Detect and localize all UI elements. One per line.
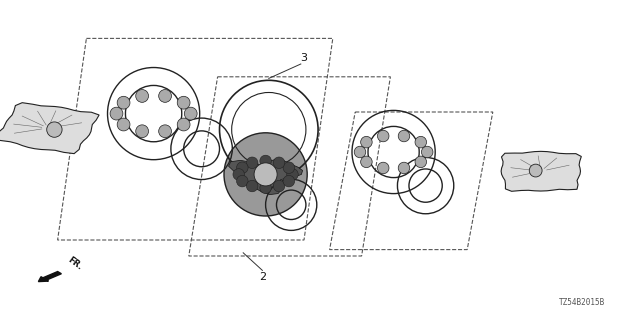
Ellipse shape [273, 180, 285, 192]
Polygon shape [228, 159, 303, 195]
Ellipse shape [415, 156, 426, 168]
Ellipse shape [283, 175, 294, 187]
Ellipse shape [283, 162, 294, 173]
Ellipse shape [273, 157, 285, 169]
Ellipse shape [177, 118, 190, 131]
Ellipse shape [159, 90, 172, 102]
Ellipse shape [110, 107, 123, 120]
Ellipse shape [233, 169, 244, 180]
Ellipse shape [254, 163, 277, 186]
Ellipse shape [117, 96, 130, 109]
Text: TZ54B2015B: TZ54B2015B [559, 298, 605, 307]
Ellipse shape [355, 146, 366, 158]
Ellipse shape [529, 164, 542, 177]
Ellipse shape [422, 146, 433, 158]
Ellipse shape [246, 157, 258, 169]
Ellipse shape [260, 155, 271, 167]
Text: 3: 3 [301, 52, 307, 63]
Ellipse shape [177, 96, 190, 109]
Ellipse shape [47, 122, 62, 137]
Ellipse shape [361, 136, 372, 148]
Ellipse shape [260, 182, 271, 194]
Ellipse shape [361, 156, 372, 168]
Ellipse shape [136, 90, 148, 102]
Text: FR.: FR. [66, 255, 84, 271]
Ellipse shape [184, 107, 197, 120]
Ellipse shape [378, 162, 389, 174]
Polygon shape [501, 151, 581, 191]
Ellipse shape [159, 125, 172, 138]
Ellipse shape [246, 180, 258, 192]
Ellipse shape [398, 130, 410, 142]
Ellipse shape [415, 136, 426, 148]
Text: 2: 2 [259, 272, 266, 282]
FancyArrow shape [38, 272, 61, 282]
Ellipse shape [237, 162, 248, 173]
Ellipse shape [287, 169, 298, 180]
Ellipse shape [117, 118, 130, 131]
Ellipse shape [136, 125, 148, 138]
Ellipse shape [224, 133, 307, 216]
Ellipse shape [398, 162, 410, 174]
Ellipse shape [237, 175, 248, 187]
Polygon shape [0, 103, 99, 154]
Ellipse shape [378, 130, 389, 142]
